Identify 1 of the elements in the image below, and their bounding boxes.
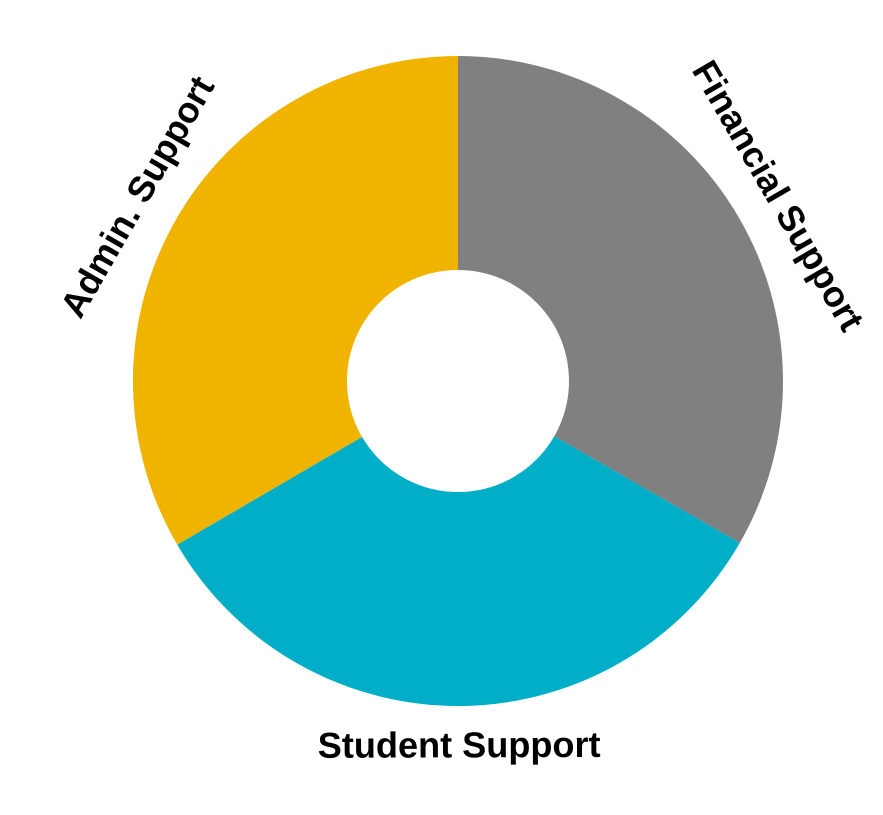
slice-label: Student Support [318,730,600,766]
